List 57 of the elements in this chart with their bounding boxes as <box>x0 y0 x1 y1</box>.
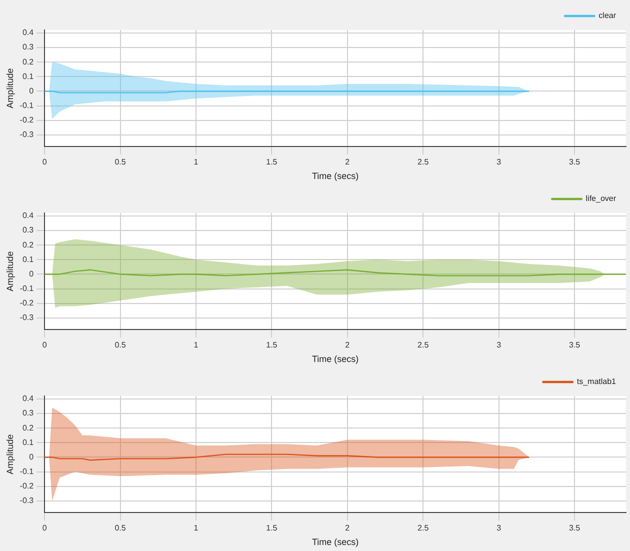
x-tick-label: 2.5 <box>418 340 430 350</box>
x-axis-title: Time (secs) <box>312 354 359 364</box>
y-tick-label: 0.4 <box>22 211 34 220</box>
x-tick-label: 1.5 <box>266 340 278 350</box>
y-tick-label: 0.1 <box>22 72 34 81</box>
y-tick-label: 0.1 <box>22 254 34 264</box>
x-tick-label: 0.5 <box>114 340 126 350</box>
y-tick-label: -0.3 <box>20 496 34 506</box>
legend-label: clear <box>598 11 616 20</box>
x-tick-label: 1 <box>194 340 199 350</box>
x-tick-label: 0 <box>42 340 48 350</box>
x-tick-label: 1 <box>194 524 199 533</box>
x-axis-title: Time (secs) <box>312 171 359 182</box>
x-tick-label: 0 <box>42 524 48 533</box>
y-tick-label: 0.3 <box>22 42 34 52</box>
legend-label: ts_matlab1 <box>576 377 617 386</box>
y-tick-label: 0.4 <box>22 394 34 404</box>
x-tick-label: 3.5 <box>568 524 581 533</box>
y-tick-label: -0.1 <box>20 466 34 476</box>
x-tick-label: 3 <box>496 340 502 350</box>
y-axis-title: Amplitude <box>4 434 15 474</box>
y-tick-label: -0.2 <box>20 116 34 125</box>
y-tick-label: 0.1 <box>22 438 34 447</box>
x-axis-title: Time (secs) <box>312 537 359 548</box>
y-tick-label: -0.1 <box>20 284 34 293</box>
y-tick-label: 0 <box>29 86 34 96</box>
y-tick-label: 0.2 <box>22 57 34 66</box>
x-tick-label: 0.5 <box>114 524 126 533</box>
x-tick-label: 2.5 <box>418 158 430 167</box>
x-tick-label: 3.5 <box>568 340 581 350</box>
y-tick-label: 0.4 <box>22 28 34 38</box>
y-tick-label: -0.3 <box>20 130 34 140</box>
x-tick-label: 2 <box>345 524 350 533</box>
y-tick-label: 0.2 <box>22 240 34 250</box>
x-tick-label: 1.5 <box>266 524 278 533</box>
y-tick-label: -0.1 <box>20 100 34 110</box>
y-tick-label: 0.3 <box>22 226 34 235</box>
x-tick-label: 3 <box>496 524 502 533</box>
x-tick-label: 2.5 <box>418 524 430 533</box>
y-tick-label: 0 <box>29 269 34 278</box>
y-axis-title: Amplitude <box>4 68 15 108</box>
y-tick-label: -0.2 <box>20 482 34 491</box>
y-tick-label: -0.3 <box>20 313 34 322</box>
y-tick-label: -0.2 <box>20 298 34 308</box>
x-tick-label: 0.5 <box>114 158 126 167</box>
x-tick-label: 2 <box>345 158 350 167</box>
x-tick-label: 2 <box>345 340 350 350</box>
y-tick-label: 0.3 <box>22 408 34 418</box>
y-tick-label: 0.2 <box>22 423 34 432</box>
x-tick-label: 3 <box>496 158 502 167</box>
y-tick-label: 0 <box>29 452 34 462</box>
x-tick-label: 0 <box>42 158 48 167</box>
x-tick-label: 3.5 <box>568 158 581 167</box>
x-tick-label: 1 <box>194 158 199 167</box>
legend-label: life_over <box>586 194 616 204</box>
y-axis-title: Amplitude <box>4 251 15 292</box>
x-tick-label: 1.5 <box>266 158 278 167</box>
